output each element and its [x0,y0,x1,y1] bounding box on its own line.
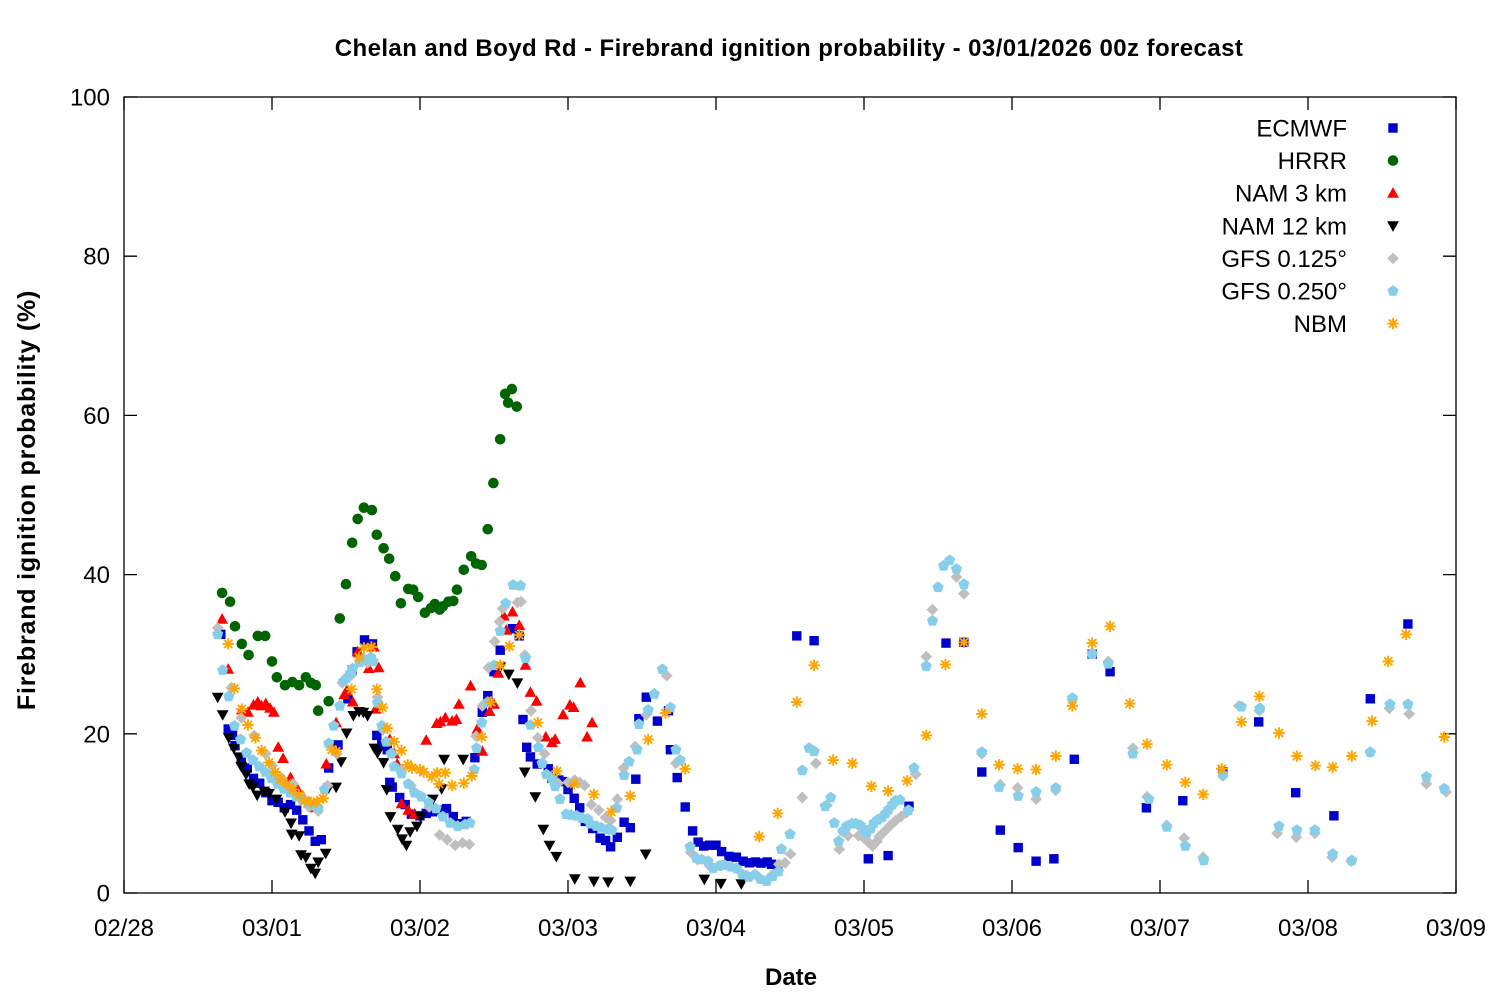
svg-text:100: 100 [70,85,110,112]
svg-text:03/08: 03/08 [1278,915,1338,942]
svg-text:80: 80 [83,244,110,271]
svg-text:Date: Date [765,964,817,991]
svg-text:ECMWF: ECMWF [1256,116,1347,143]
svg-text:03/04: 03/04 [686,915,746,942]
svg-text:03/07: 03/07 [1130,915,1190,942]
svg-text:NAM 12 km: NAM 12 km [1222,213,1347,240]
svg-text:HRRR: HRRR [1278,148,1347,175]
svg-text:03/03: 03/03 [538,915,598,942]
svg-text:NAM 3 km: NAM 3 km [1235,181,1347,208]
svg-text:02/28: 02/28 [94,915,154,942]
svg-text:03/06: 03/06 [982,915,1042,942]
svg-text:60: 60 [83,403,110,430]
svg-text:03/02: 03/02 [390,915,450,942]
svg-text:03/05: 03/05 [834,915,894,942]
svg-text:GFS 0.125°: GFS 0.125° [1221,246,1347,273]
svg-text:Chelan and Boyd Rd - Firebrand: Chelan and Boyd Rd - Firebrand ignition … [335,35,1244,62]
svg-text:Firebrand ignition probability: Firebrand ignition probability (%) [13,290,41,710]
svg-text:03/09: 03/09 [1426,915,1486,942]
svg-text:NBM: NBM [1294,311,1347,338]
svg-text:20: 20 [83,721,110,748]
svg-text:GFS 0.250°: GFS 0.250° [1221,279,1347,306]
svg-text:0: 0 [97,881,110,908]
svg-text:40: 40 [83,562,110,589]
svg-text:03/01: 03/01 [242,915,302,942]
